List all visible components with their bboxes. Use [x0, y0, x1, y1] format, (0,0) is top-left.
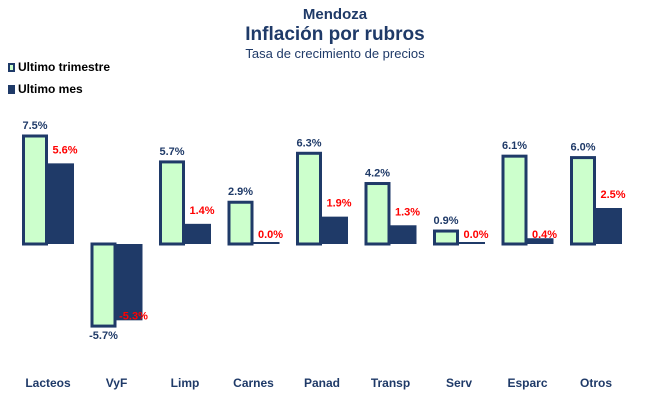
bar-mes-esparc	[527, 238, 554, 244]
label-trimestre-serv: 0.9%	[433, 215, 458, 227]
label-mes-otros: 2.5%	[600, 189, 625, 201]
legend-label-trimestre: Ultimo trimestre	[18, 60, 111, 74]
category-label-esparc: Esparc	[507, 376, 547, 390]
legend-label-mes: Ultimo mes	[18, 82, 83, 96]
legend-swatch-mes	[8, 84, 15, 94]
bar-trimestre-otros	[570, 156, 596, 246]
bar-mes-limp	[185, 223, 211, 244]
bar-trimestre-limp	[159, 160, 185, 246]
category-label-transp: Transp	[371, 376, 410, 390]
label-mes-vyf: -5.3%	[119, 310, 148, 322]
category-label-vyf: VyF	[106, 376, 128, 390]
label-mes-transp: 1.3%	[395, 206, 420, 218]
chart-legend: Ultimo trimestre Ultimo mes	[8, 56, 110, 100]
legend-item-mes: Ultimo mes	[8, 78, 110, 100]
label-trimestre-otros: 6.0%	[570, 142, 595, 154]
category-label-lacteos: Lacteos	[25, 376, 71, 390]
label-mes-panad: 1.9%	[326, 198, 351, 210]
bar-trimestre-vyf	[90, 242, 117, 328]
category-label-panad: Panad	[304, 376, 340, 390]
label-trimestre-carnes: 2.9%	[228, 186, 253, 198]
chart-supertitle: Mendoza	[302, 6, 368, 23]
label-trimestre-vyf: -5.7%	[89, 330, 118, 342]
bar-mes-otros	[596, 208, 622, 244]
legend-item-trimestre: Ultimo trimestre	[8, 56, 110, 78]
bar-trimestre-serv	[433, 229, 459, 246]
bar-mes-lacteos	[48, 163, 74, 244]
bar-mes-vyf	[116, 244, 143, 321]
label-mes-esparc: 0.4%	[532, 229, 557, 241]
label-mes-carnes: 0.0%	[258, 229, 283, 241]
bar-mes-transp	[390, 225, 417, 244]
category-label-otros: Otros	[580, 376, 612, 390]
bar-trimestre-carnes	[227, 200, 254, 246]
bar-mes-carnes	[253, 242, 280, 244]
bar-mes-panad	[322, 216, 348, 244]
label-trimestre-panad: 6.3%	[296, 137, 321, 149]
chart-subtitle: Tasa de crecimiento de precios	[245, 46, 425, 61]
bar-trimestre-panad	[296, 151, 322, 246]
label-trimestre-esparc: 6.1%	[502, 140, 527, 152]
label-trimestre-limp: 5.7%	[159, 146, 184, 158]
bar-trimestre-esparc	[501, 154, 528, 246]
label-mes-limp: 1.4%	[189, 205, 214, 217]
bar-trimestre-lacteos	[22, 134, 48, 246]
label-mes-lacteos: 5.6%	[52, 144, 77, 156]
chart-title: Inflación por rubros	[245, 24, 425, 45]
label-trimestre-lacteos: 7.5%	[22, 120, 47, 132]
label-mes-serv: 0.0%	[463, 229, 488, 241]
label-trimestre-transp: 4.2%	[365, 168, 390, 180]
category-label-limp: Limp	[171, 376, 200, 390]
chart-titles: Mendoza Inflación por rubros Tasa de cre…	[0, 6, 670, 62]
legend-swatch-trimestre	[8, 62, 15, 72]
category-label-serv: Serv	[446, 376, 472, 390]
bar-trimestre-transp	[364, 182, 391, 246]
category-label-carnes: Carnes	[233, 376, 274, 390]
bar-mes-serv	[459, 242, 485, 244]
